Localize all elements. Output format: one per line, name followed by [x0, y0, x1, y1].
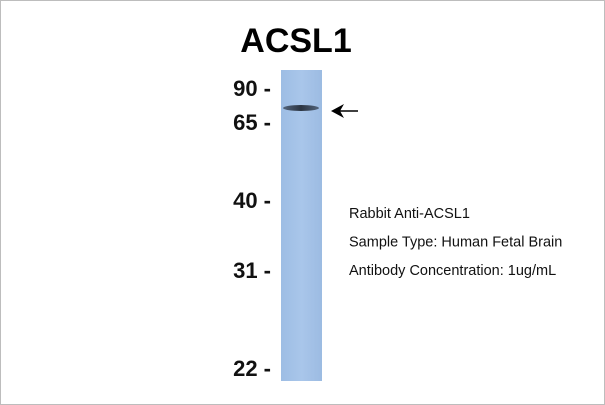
- marker-label: 40 -: [233, 188, 271, 213]
- marker-label: 22 -: [233, 356, 271, 381]
- info-line: Rabbit Anti-ACSL1: [349, 206, 470, 222]
- blot-lane: [281, 70, 322, 381]
- marker-label: 31 -: [233, 258, 271, 283]
- blot-band: [283, 105, 319, 111]
- info-line: Sample Type: Human Fetal Brain: [349, 234, 562, 250]
- info-line: Antibody Concentration: 1ug/mL: [349, 263, 556, 279]
- arrow: [331, 104, 358, 118]
- marker-label: 65 -: [233, 110, 271, 135]
- title: ACSL1: [240, 22, 351, 60]
- marker-label: 90 -: [233, 76, 271, 101]
